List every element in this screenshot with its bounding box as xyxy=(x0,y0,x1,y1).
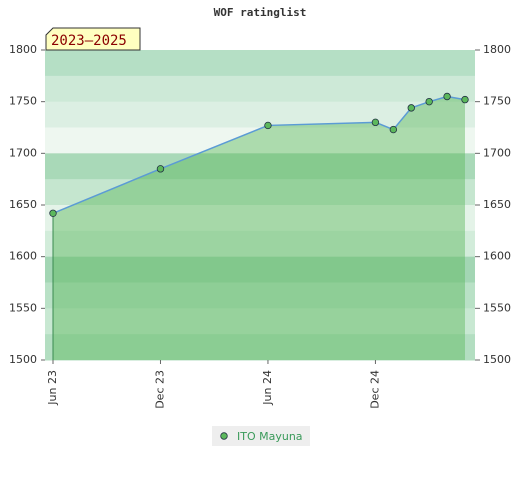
chart-title: WOF ratinglist xyxy=(214,6,307,19)
legend-text: ITO Mayuna xyxy=(237,430,303,443)
y-tick-label: 1800 xyxy=(9,43,37,56)
legend-marker xyxy=(220,432,228,440)
y-tick-label: 1700 xyxy=(9,146,37,159)
background-band xyxy=(45,205,475,232)
background-band xyxy=(45,334,475,361)
x-tick-label: Dec 24 xyxy=(368,370,381,409)
background-band xyxy=(45,75,475,103)
legend-box xyxy=(212,426,310,446)
background-band xyxy=(45,256,475,283)
y2-tick-label: 1600 xyxy=(483,250,511,263)
point xyxy=(49,209,57,217)
y-tick-label: 1750 xyxy=(9,95,37,108)
background-band xyxy=(45,101,475,128)
point xyxy=(389,125,398,134)
badge-box xyxy=(45,27,141,51)
point xyxy=(461,95,469,104)
point xyxy=(264,121,272,130)
y-tick-label: 1500 xyxy=(9,353,37,366)
y-tick-label: 1650 xyxy=(9,198,37,211)
y2-tick-label: 1750 xyxy=(483,95,511,108)
x-tick-label: Jun 23 xyxy=(46,370,59,406)
point xyxy=(443,92,451,101)
x-tick-label: Dec 23 xyxy=(153,370,166,409)
badge-text: 2023–2025 xyxy=(51,33,127,49)
point xyxy=(371,118,380,127)
x-tick-label: Jun 24 xyxy=(261,370,274,406)
y-tick-label: 1600 xyxy=(9,250,37,263)
background-band xyxy=(45,153,475,180)
background-band xyxy=(45,179,475,206)
point xyxy=(156,165,165,173)
y2-tick-label: 1550 xyxy=(483,301,511,314)
background-band xyxy=(45,230,475,258)
background-band xyxy=(45,308,475,335)
background-band xyxy=(45,50,475,77)
point xyxy=(425,97,433,106)
point xyxy=(407,104,415,112)
y-tick-label: 1550 xyxy=(9,301,37,314)
y2-tick-label: 1500 xyxy=(483,353,511,366)
y2-tick-label: 1800 xyxy=(483,43,511,56)
background-band xyxy=(45,282,475,309)
y2-tick-label: 1650 xyxy=(483,198,511,211)
y2-tick-label: 1700 xyxy=(483,146,511,159)
background-band xyxy=(45,127,475,154)
area xyxy=(53,96,465,360)
